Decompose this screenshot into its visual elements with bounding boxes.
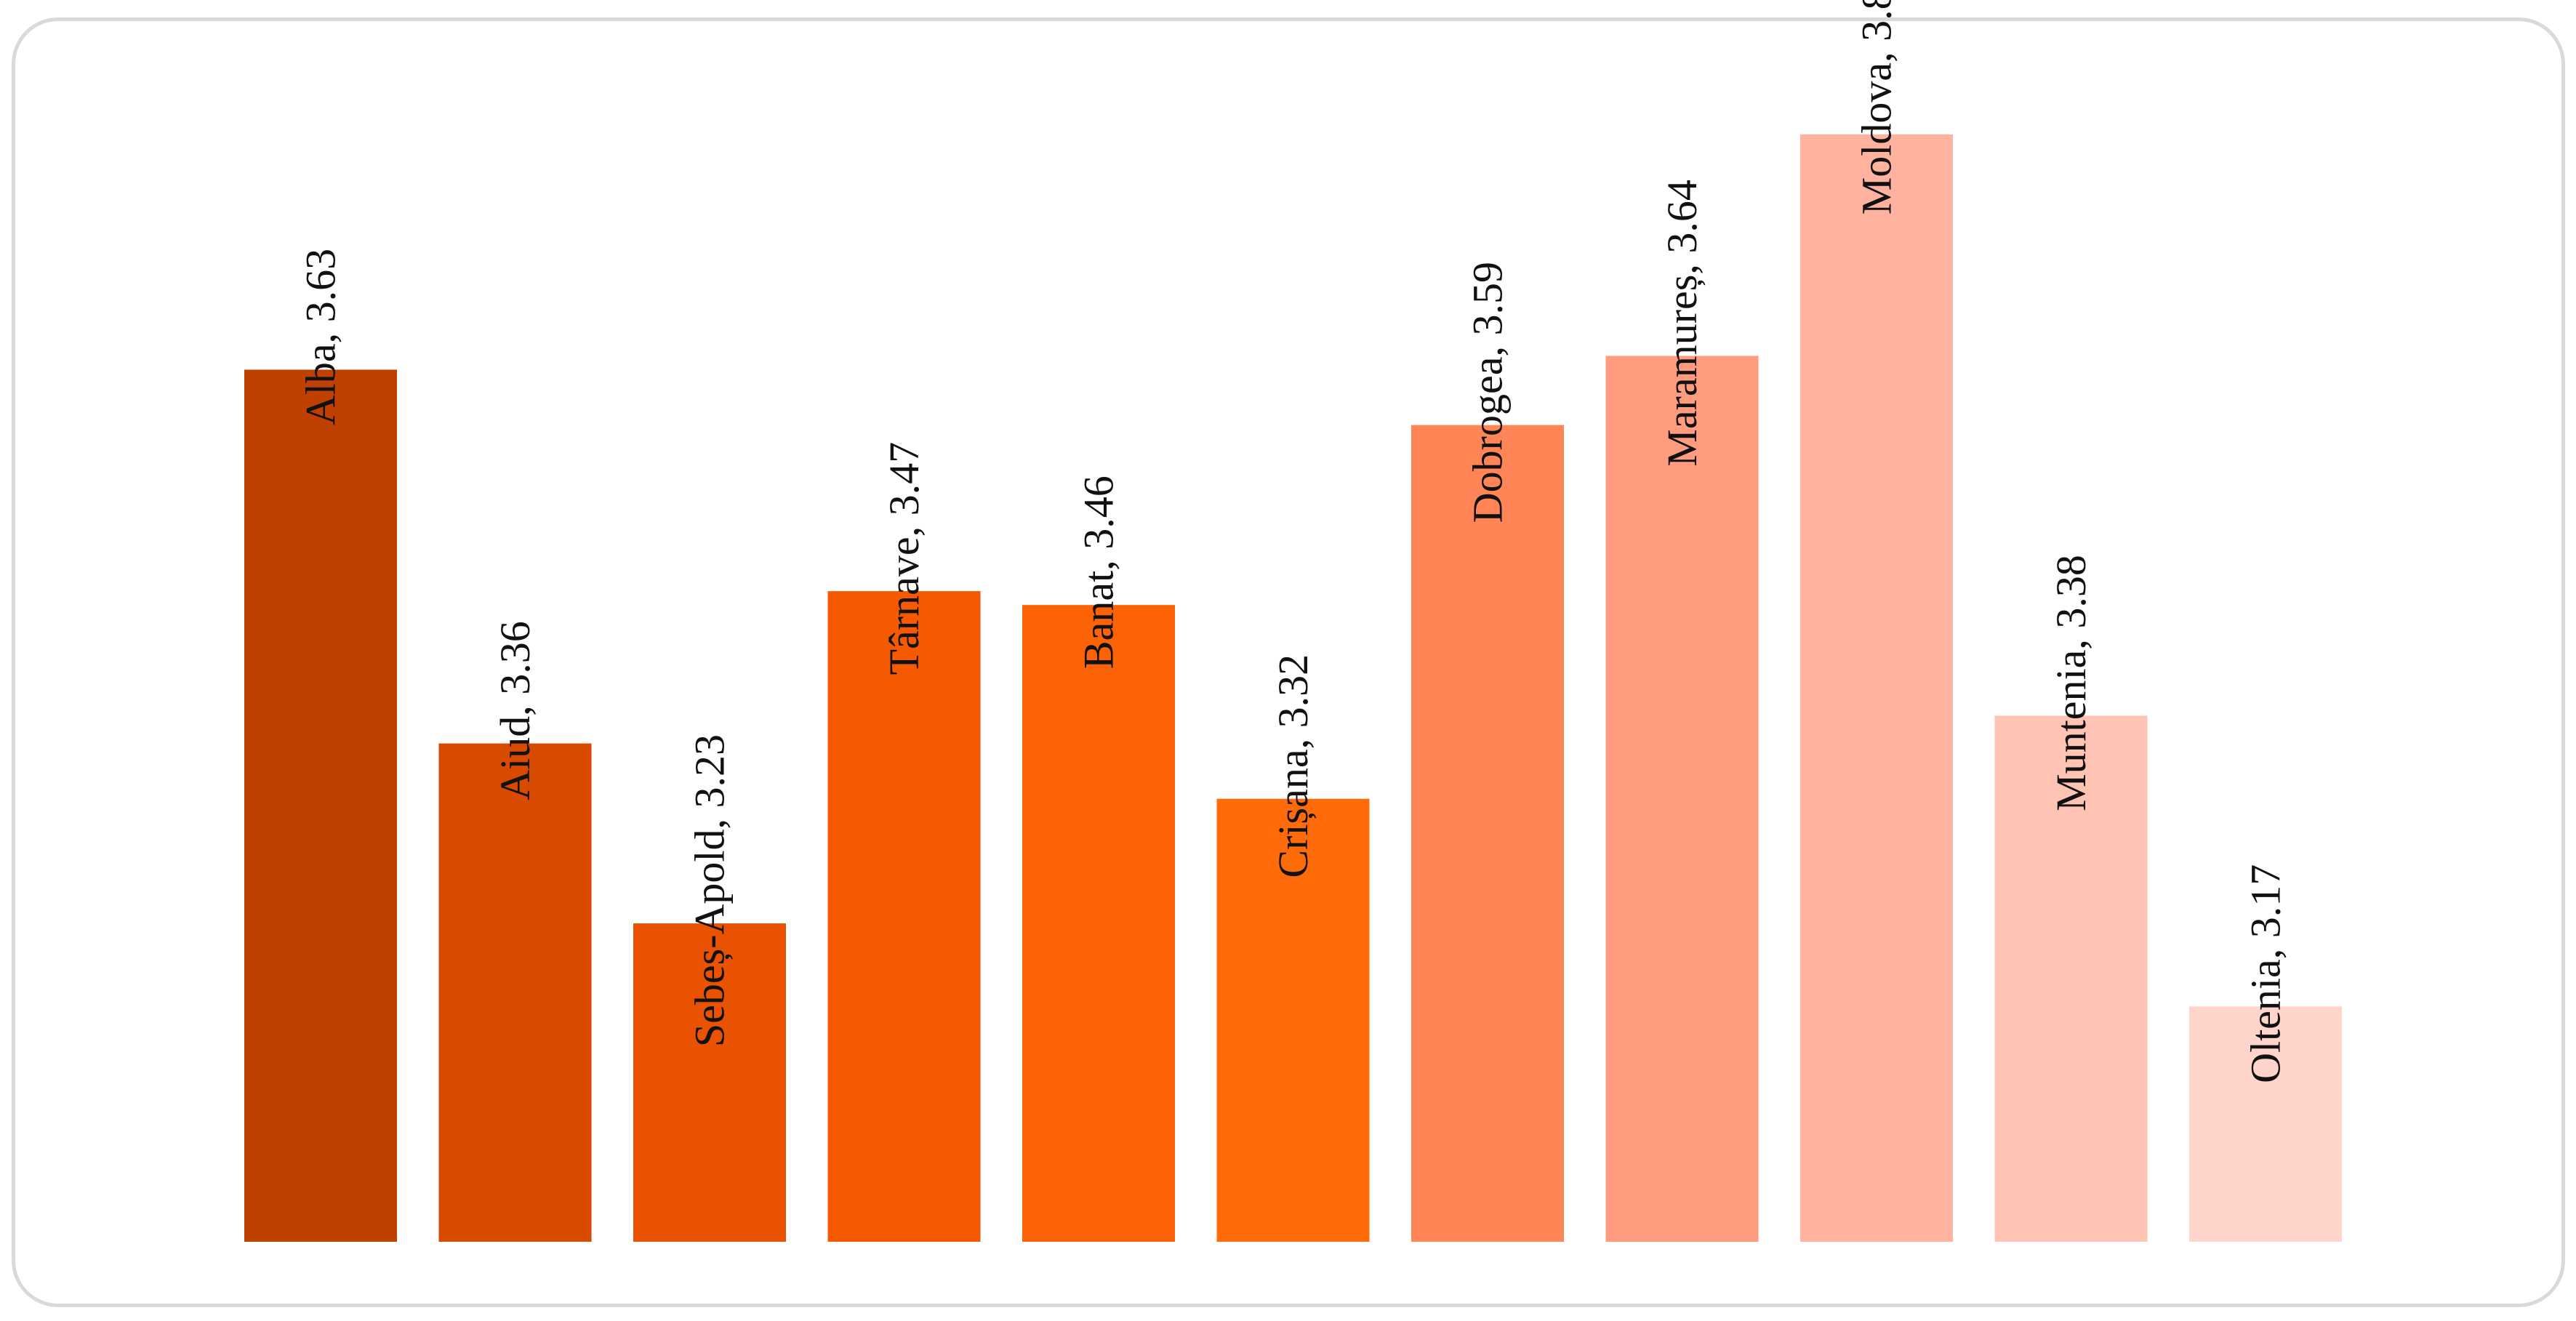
bar-alba — [244, 369, 397, 1242]
data-label: Crișana, 3.32 — [1269, 654, 1317, 878]
bar-t-rnave — [827, 591, 981, 1242]
bar-aiud — [438, 743, 592, 1242]
bar-cri-ana — [1216, 798, 1370, 1242]
data-label: Aiud, 3.36 — [491, 621, 539, 800]
data-label: Moldova, 3.8 — [1853, 0, 1901, 214]
bar-dobrogea — [1411, 425, 1564, 1242]
bar-sebe-apold — [633, 923, 786, 1242]
bar-maramure- — [1605, 356, 1759, 1242]
data-label: Oltenia, 3.17 — [2242, 864, 2290, 1083]
bar-banat — [1022, 605, 1175, 1242]
data-label: Dobrogea, 3.59 — [1464, 262, 1512, 523]
bar-moldova — [1800, 134, 1953, 1242]
data-label: Alba, 3.63 — [297, 249, 345, 425]
data-label: Sebeș-Apold, 3.23 — [686, 734, 734, 1047]
data-label: Muntenia, 3.38 — [2047, 555, 2095, 811]
data-label: Maramureș, 3.64 — [1658, 180, 1706, 467]
bar-oltenia — [2189, 1006, 2342, 1242]
data-label: Târnave, 3.47 — [880, 442, 928, 675]
data-label: Banat, 3.46 — [1075, 475, 1123, 669]
bar-muntenia — [1994, 715, 2148, 1242]
